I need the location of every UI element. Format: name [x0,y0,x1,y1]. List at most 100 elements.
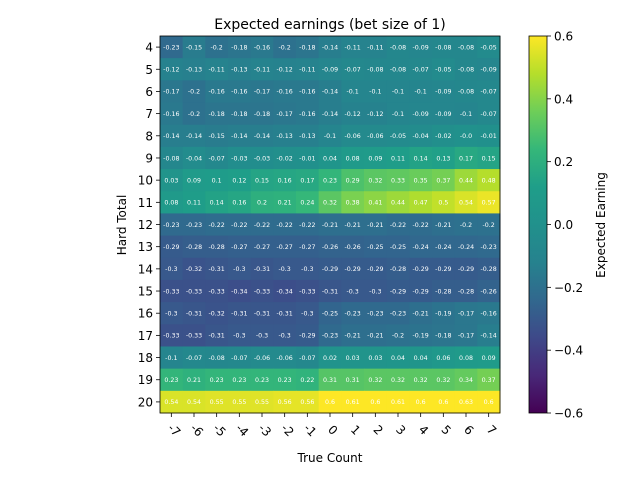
cell-value-label: -0.09 [481,67,497,74]
cell-value-label: 0.31 [323,377,337,384]
cell-value-label: -0.33 [163,333,179,340]
cell-value-label: -0.01 [299,155,315,162]
cell-value-label: -0.33 [254,288,270,295]
heatmap-cell [386,58,410,81]
cell-value-label: -0.05 [390,133,406,140]
cell-value-label: -0.2 [483,222,495,229]
cell-value-label: -0.29 [367,266,383,273]
cell-value-label: 0.63 [459,399,473,406]
cell-value-label: -0.29 [322,266,338,273]
heatmap-cell [477,102,501,126]
cell-value-label: 0.44 [391,200,405,207]
heatmap-cell [250,390,274,414]
heatmap-cell [205,235,229,259]
heatmap-cell [205,36,229,59]
heatmap-cell [409,124,433,148]
cell-value-label: 0.14 [210,200,224,207]
heatmap-cell [296,102,320,126]
cell-value-label: 0.03 [368,355,382,362]
heatmap-cell [228,191,252,214]
cell-value-label: -0.23 [367,311,383,318]
cell-value-label: -0.22 [254,222,270,229]
cell-value-label: -0.24 [435,244,451,251]
cell-value-label: -0.2 [279,44,291,51]
y-tick-label: 11 [138,196,153,210]
cell-value-label: -0.31 [322,288,338,295]
heatmap-cell [364,80,388,104]
heatmap-cell [409,257,433,281]
heatmap-cell [318,324,342,347]
heatmap-cell [454,146,478,170]
cell-value-label: -0.06 [367,133,383,140]
heatmap-cell [205,58,229,81]
heatmap-cell [205,80,229,104]
cell-value-label: -0.23 [163,222,179,229]
cell-value-label: 0.03 [164,177,178,184]
cell-value-label: -0.07 [481,89,497,96]
cell-value-label: -0.09 [413,44,429,51]
cell-value-label: -0.2 [188,89,200,96]
cell-value-label: 0.32 [368,377,382,384]
heatmap-cell [454,191,478,214]
heatmap-cell [160,146,184,170]
y-tick-label: 19 [138,373,153,387]
heatmap-cells [160,36,501,414]
heatmap-cell [160,36,184,59]
heatmap-cell [318,102,342,126]
colorbar-ticks: 0.6 0.4 0.2 0.0 −0.2 −0.4 −0.6 [547,30,583,421]
heatmap-cell [250,346,274,370]
heatmap-cell [454,36,478,59]
heatmap-cell [477,324,501,347]
heatmap-cell [409,58,433,81]
heatmap-cell [318,36,342,59]
cell-value-label: -0.29 [345,266,361,273]
heatmap-cell [160,368,184,392]
heatmap-cell [341,146,365,170]
cell-value-label: 0.08 [346,155,360,162]
cell-value-label: -0.1 [392,89,404,96]
heatmap-cell [250,169,274,192]
cell-value-label: -0.26 [481,288,497,295]
heatmap-cell [432,102,456,126]
heatmap-cell [386,191,410,214]
cell-value-label: -0.26 [322,244,338,251]
cell-value-label: 0.41 [368,200,382,207]
heatmap-cell [228,257,252,281]
cell-value-label: -0.33 [163,288,179,295]
cell-value-label: -0.07 [413,67,429,74]
heatmap-cell [386,80,410,104]
heatmap-cell [364,58,388,81]
cell-value-label: -0.11 [367,44,383,51]
heatmap-cell [454,213,478,237]
cell-value-label: -0.14 [231,133,247,140]
x-tick-label: 0 [325,423,340,438]
cell-value-label: 0.57 [482,200,496,207]
cell-value-label: -0.29 [390,288,406,295]
cell-value-label: 0.16 [278,177,292,184]
cell-value-label: -0.25 [390,244,406,251]
cell-value-label: -0.33 [209,288,225,295]
heatmap-cell-labels: -0.23 -0.15 -0.2 -0.18 -0.16 -0.2 -0.18 -0.14 -0… [163,44,497,406]
cell-value-label: 0.23 [323,177,337,184]
heatmap-cell [160,169,184,192]
heatmap-cell [432,324,456,347]
x-tick-label: 1 [348,423,363,438]
heatmap-cell [205,213,229,237]
colorbar-tick-label: 0.6 [554,30,573,44]
heatmap-cell [182,58,206,81]
cell-value-label: -0.29 [163,244,179,251]
cell-value-label: 0.22 [300,377,314,384]
heatmap-cell [454,124,478,148]
heatmap-cell [228,146,252,170]
cell-value-label: -0.1 [165,355,177,362]
cell-value-label: 0.6 [325,399,335,406]
cell-value-label: -0.28 [435,288,451,295]
cell-value-label: -0.31 [254,311,270,318]
x-tick-label: 6 [461,423,476,438]
heatmap-cell [296,302,320,325]
heatmap-cell [341,235,365,259]
heatmap-cell [318,169,342,192]
cell-value-label: 0.06 [436,355,450,362]
heatmap-cell [182,191,206,214]
heatmap-cell [250,279,274,303]
